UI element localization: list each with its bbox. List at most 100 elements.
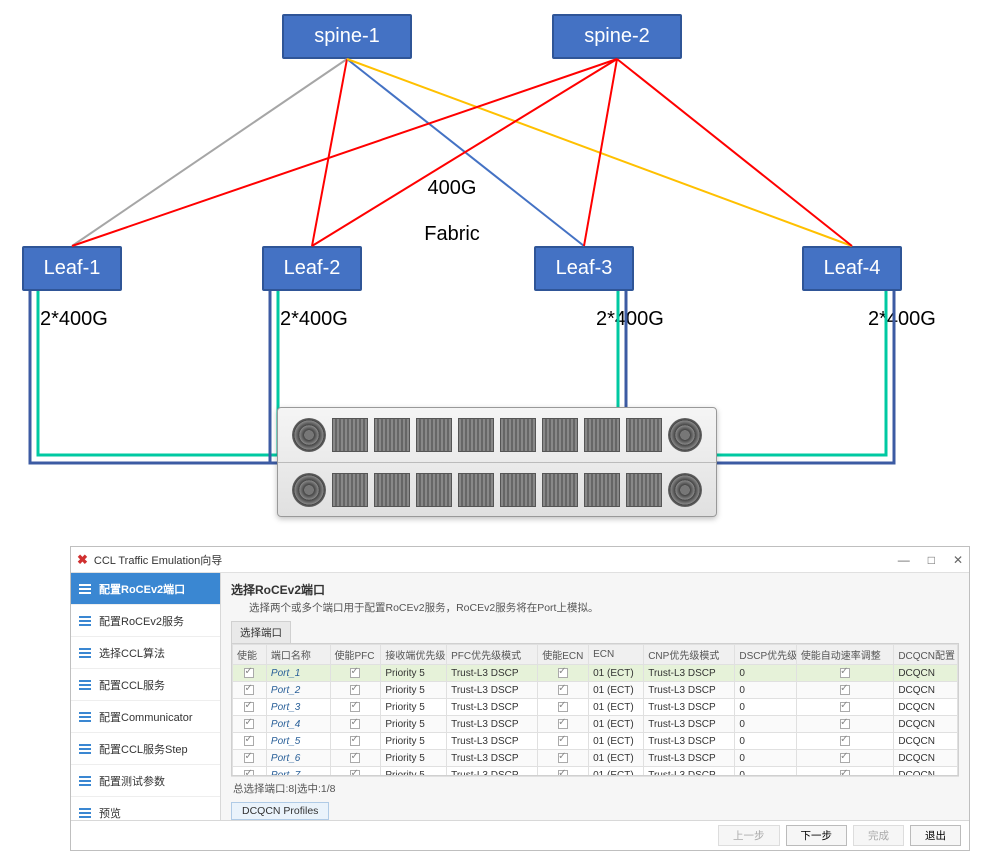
checkbox-icon[interactable] <box>558 685 568 695</box>
menu-icon <box>79 744 91 754</box>
drop-label-3: 2*400G <box>596 308 664 331</box>
checkbox-icon[interactable] <box>244 668 254 678</box>
titlebar: ✖ CCL Traffic Emulation向导 — □ ✕ <box>71 547 969 573</box>
column-header[interactable]: PFC优先级模式 <box>447 645 538 665</box>
column-header[interactable]: 使能自动速率调整 <box>796 645 894 665</box>
tab-select-port[interactable]: 选择端口 <box>231 621 291 643</box>
node-leaf-2: Leaf-2 <box>262 246 362 291</box>
checkbox-icon[interactable] <box>840 753 850 763</box>
checkbox-icon[interactable] <box>558 753 568 763</box>
dcqcn-profiles-button[interactable]: DCQCN Profiles <box>231 802 329 820</box>
port-table-wrap: 使能端口名称使能PFC接收端优先级PFC优先级模式使能ECNECNCNP优先级模… <box>231 643 959 776</box>
checkbox-icon[interactable] <box>244 702 254 712</box>
checkbox-icon[interactable] <box>840 668 850 678</box>
column-header[interactable]: 接收端优先级 <box>381 645 447 665</box>
sidebar-item[interactable]: 预览 <box>71 797 220 820</box>
fan-icon <box>668 473 702 507</box>
checkbox-icon[interactable] <box>840 719 850 729</box>
checkbox-icon[interactable] <box>840 736 850 746</box>
table-row[interactable]: Port_3Priority 5Trust-L3 DSCP01 (ECT)Tru… <box>233 699 958 716</box>
column-header[interactable]: 端口名称 <box>266 645 330 665</box>
prev-button[interactable]: 上一步 <box>718 825 780 846</box>
sidebar-item[interactable]: 配置RoCEv2服务 <box>71 605 220 637</box>
port-name: Port_2 <box>271 685 300 696</box>
checkbox-icon[interactable] <box>244 753 254 763</box>
diagram-canvas: spine-1 spine-2 Leaf-1 Leaf-2 Leaf-3 Lea… <box>0 0 995 866</box>
sidebar-item[interactable]: 配置Communicator <box>71 701 220 733</box>
node-label: Leaf-4 <box>824 257 881 280</box>
table-row[interactable]: Port_1Priority 5Trust-L3 DSCP01 (ECT)Tru… <box>233 665 958 682</box>
port-table: 使能端口名称使能PFC接收端优先级PFC优先级模式使能ECNECNCNP优先级模… <box>232 644 958 776</box>
checkbox-icon[interactable] <box>350 702 360 712</box>
fabric-label: 400G Fabric <box>402 154 480 269</box>
checkbox-icon[interactable] <box>558 668 568 678</box>
wizard-content: 选择RoCEv2端口 选择两个或多个端口用于配置RoCEv2服务，RoCEv2服… <box>221 573 969 820</box>
finish-button[interactable]: 完成 <box>853 825 904 846</box>
sidebar-item[interactable]: 配置CCL服务Step <box>71 733 220 765</box>
app-icon: ✖ <box>77 552 88 568</box>
node-label: spine-1 <box>314 25 380 48</box>
table-row[interactable]: Port_7Priority 5Trust-L3 DSCP01 (ECT)Tru… <box>233 767 958 777</box>
close-button[interactable]: ✕ <box>953 553 963 567</box>
column-header[interactable]: 使能PFC <box>330 645 381 665</box>
checkbox-icon[interactable] <box>244 719 254 729</box>
checkbox-icon[interactable] <box>350 668 360 678</box>
menu-icon <box>79 680 91 690</box>
table-row[interactable]: Port_6Priority 5Trust-L3 DSCP01 (ECT)Tru… <box>233 750 958 767</box>
checkbox-icon[interactable] <box>558 736 568 746</box>
column-header[interactable]: DSCP优先级 <box>735 645 796 665</box>
maximize-button[interactable]: □ <box>928 553 935 567</box>
menu-icon <box>79 616 91 626</box>
chassis-row <box>278 408 716 462</box>
fan-icon <box>668 418 702 452</box>
checkbox-icon[interactable] <box>840 702 850 712</box>
table-row[interactable]: Port_2Priority 5Trust-L3 DSCP01 (ECT)Tru… <box>233 682 958 699</box>
sidebar-item-label: 配置CCL服务Step <box>99 741 188 757</box>
checkbox-icon[interactable] <box>244 685 254 695</box>
node-leaf-4: Leaf-4 <box>802 246 902 291</box>
checkbox-icon[interactable] <box>350 736 360 746</box>
sidebar-item[interactable]: 配置CCL服务 <box>71 669 220 701</box>
wizard-footer: 上一步 下一步 完成 退出 <box>71 820 969 850</box>
node-label: Leaf-1 <box>44 257 101 280</box>
column-header[interactable]: ECN <box>589 645 644 665</box>
checkbox-icon[interactable] <box>558 702 568 712</box>
checkbox-icon[interactable] <box>840 685 850 695</box>
menu-icon <box>79 712 91 722</box>
next-button[interactable]: 下一步 <box>786 825 848 846</box>
sidebar-item[interactable]: 选择CCL算法 <box>71 637 220 669</box>
network-device <box>277 407 717 517</box>
menu-icon <box>79 584 91 594</box>
column-header[interactable]: 使能ECN <box>538 645 589 665</box>
sidebar-item[interactable]: 配置测试参数 <box>71 765 220 797</box>
node-spine-2: spine-2 <box>552 14 682 59</box>
sidebar-item-label: 选择CCL算法 <box>99 645 165 661</box>
exit-button[interactable]: 退出 <box>910 825 961 846</box>
checkbox-icon[interactable] <box>244 736 254 746</box>
port-name: Port_4 <box>271 719 300 730</box>
column-header[interactable]: 使能 <box>233 645 267 665</box>
checkbox-icon[interactable] <box>350 719 360 729</box>
minimize-button[interactable]: — <box>898 553 910 567</box>
port-name: Port_3 <box>271 702 300 713</box>
node-label: Leaf-3 <box>556 257 613 280</box>
wizard-sidebar: 配置RoCEv2端口配置RoCEv2服务选择CCL算法配置CCL服务配置Comm… <box>71 573 221 820</box>
wizard-dialog: ✖ CCL Traffic Emulation向导 — □ ✕ 配置RoCEv2… <box>70 546 970 851</box>
status-text: 总选择端口:8|选中:1/8 <box>231 776 959 800</box>
content-heading: 选择RoCEv2端口 <box>231 581 959 598</box>
drop-label-4: 2*400G <box>868 308 936 331</box>
table-row[interactable]: Port_5Priority 5Trust-L3 DSCP01 (ECT)Tru… <box>233 733 958 750</box>
port-name: Port_6 <box>271 753 300 764</box>
window-title: CCL Traffic Emulation向导 <box>94 552 222 568</box>
table-row[interactable]: Port_4Priority 5Trust-L3 DSCP01 (ECT)Tru… <box>233 716 958 733</box>
column-header[interactable]: CNP优先级模式 <box>644 645 735 665</box>
sidebar-item[interactable]: 配置RoCEv2端口 <box>71 573 220 605</box>
checkbox-icon[interactable] <box>350 753 360 763</box>
checkbox-icon[interactable] <box>558 719 568 729</box>
menu-icon <box>79 808 91 818</box>
column-header[interactable]: DCQCN配置 <box>894 645 958 665</box>
node-leaf-1: Leaf-1 <box>22 246 122 291</box>
checkbox-icon[interactable] <box>350 685 360 695</box>
node-spine-1: spine-1 <box>282 14 412 59</box>
content-description: 选择两个或多个端口用于配置RoCEv2服务，RoCEv2服务将在Port上模拟。 <box>249 600 959 615</box>
